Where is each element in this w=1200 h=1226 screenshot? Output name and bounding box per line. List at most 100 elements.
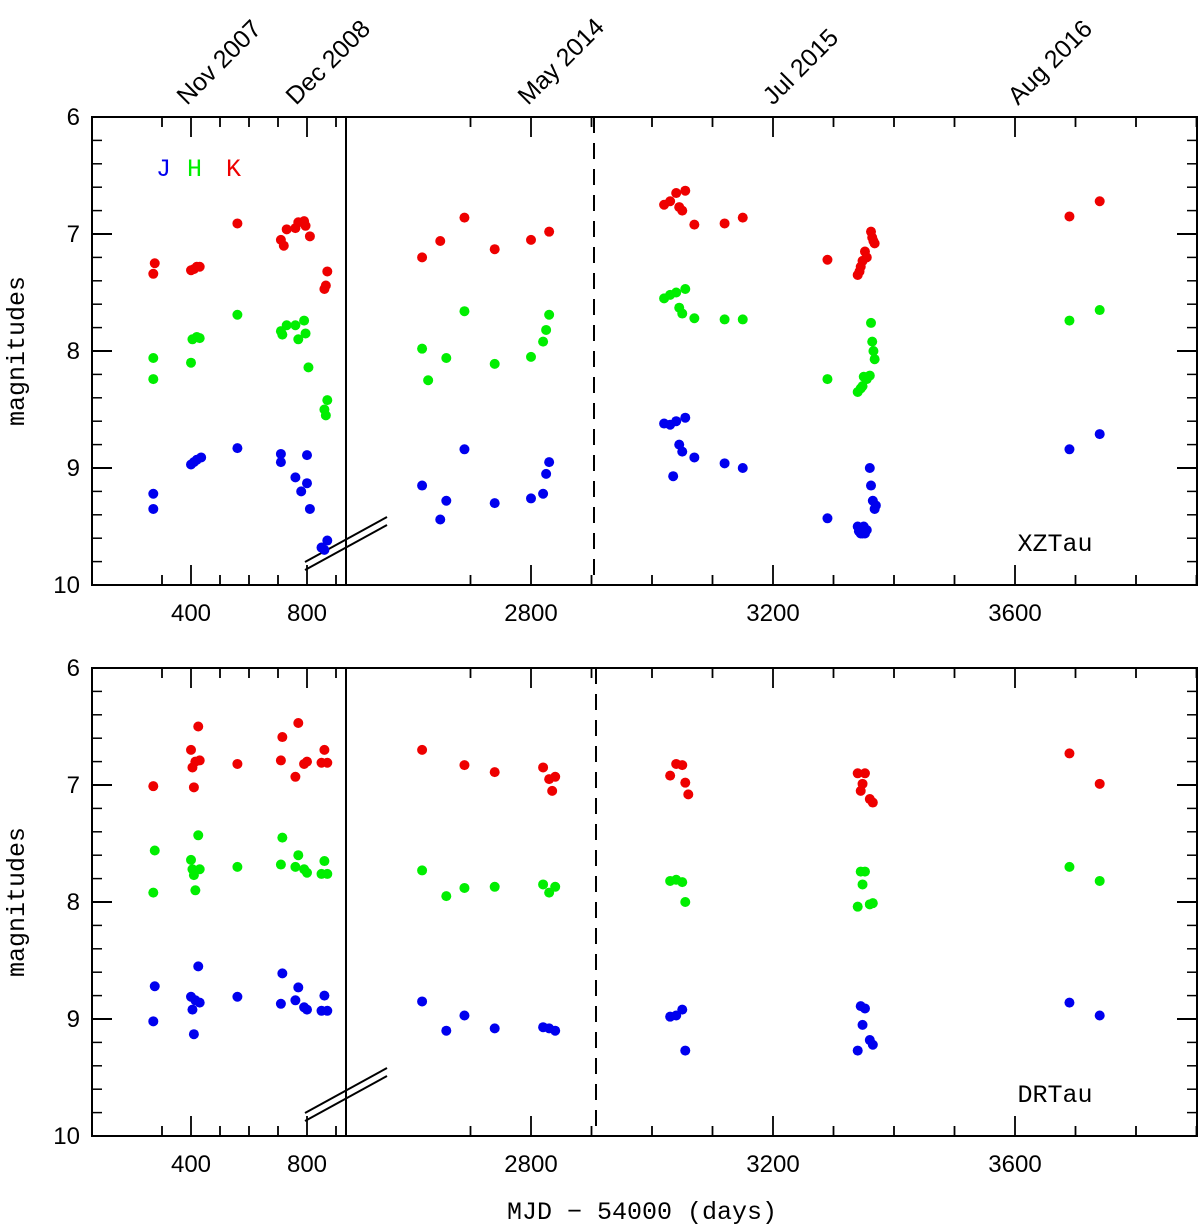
data-point-h [867, 898, 878, 909]
data-point-k [148, 781, 159, 792]
data-point-j [526, 493, 536, 504]
y-tick-label: 10 [53, 572, 80, 599]
data-point-k [194, 261, 205, 272]
data-point-j [296, 486, 307, 497]
date-label-jul-2015: Jul 2015 [757, 24, 844, 111]
x-axis-title: MJD − 54000 (days) [507, 1198, 777, 1226]
date-label-dec-2008: Dec 2008 [280, 15, 375, 110]
data-point-k [677, 205, 688, 216]
data-point-k [194, 755, 205, 766]
data-point-h [194, 864, 205, 875]
data-point-h [459, 882, 470, 893]
data-point-h [544, 309, 555, 320]
data-point-k [293, 717, 304, 728]
data-point-k [275, 755, 286, 766]
data-point-j [275, 448, 286, 459]
data-point-j [1094, 1010, 1105, 1021]
data-point-h [1094, 875, 1105, 886]
legend-j: J [156, 155, 171, 184]
data-point-j [1064, 997, 1075, 1008]
data-point-k [417, 252, 428, 263]
data-point-j [275, 998, 286, 1009]
series-j [148, 961, 1105, 1056]
data-point-j [864, 463, 875, 473]
data-point-j [319, 544, 330, 555]
data-point-k [278, 240, 289, 251]
date-label-nov-2007: Nov 2007 [171, 15, 266, 110]
data-point-j [435, 514, 446, 525]
x-tick-label: 3600 [988, 600, 1041, 627]
data-point-h [302, 867, 312, 878]
data-point-k [665, 770, 676, 781]
data-point-k [680, 185, 691, 196]
data-point-k [859, 768, 870, 779]
data-point-h [149, 845, 160, 856]
data-point-h [320, 410, 331, 421]
data-point-h [303, 362, 314, 373]
date-label-aug-2016: Aug 2016 [1002, 15, 1097, 110]
series-k [148, 185, 1105, 294]
data-point-h [186, 357, 196, 368]
data-point-h [866, 317, 877, 328]
data-point-k [547, 785, 558, 796]
data-point-k [1094, 778, 1105, 789]
data-point-k [232, 758, 243, 769]
panel-drtau: 6 7 8 9 10 400 800 2800 3200 3600 magnitudes DRTau [3, 655, 1198, 1178]
x-tick-label: 3200 [746, 600, 799, 627]
data-point-j [1064, 444, 1075, 455]
data-point-j [680, 412, 691, 423]
data-point-j [322, 535, 333, 546]
break-mark [304, 516, 388, 563]
data-point-h [148, 374, 159, 385]
y-axis-title: magnitudes [3, 276, 32, 426]
data-point-k [550, 771, 561, 782]
data-point-j [544, 457, 555, 468]
data-point-j [319, 990, 330, 1001]
data-point-j [489, 1023, 500, 1034]
data-point-h [281, 320, 292, 331]
y-tick-label: 9 [67, 1006, 80, 1033]
data-point-k [1064, 748, 1075, 759]
data-point-k [188, 782, 199, 793]
data-point-j [275, 457, 286, 468]
data-point-h [677, 877, 688, 888]
data-point-h [1094, 305, 1105, 316]
date-label-may-2014: May 2014 [512, 13, 610, 111]
y-tick-label: 6 [67, 104, 80, 131]
data-point-h [193, 830, 204, 841]
y-tick-label: 7 [67, 221, 80, 248]
x-tick-label: 2800 [504, 600, 557, 627]
data-point-j [290, 472, 301, 483]
star-label: XZTau [1017, 530, 1092, 559]
data-point-k [459, 212, 470, 223]
data-point-k [867, 797, 878, 808]
data-point-j [149, 981, 160, 992]
data-point-k [538, 762, 549, 773]
data-point-h [441, 891, 452, 902]
break-mark [304, 1075, 388, 1122]
data-point-k [417, 744, 428, 755]
data-point-h [293, 850, 304, 861]
data-point-j [538, 488, 549, 499]
data-point-j [677, 1004, 688, 1015]
data-point-k [852, 768, 863, 779]
data-point-h [719, 314, 730, 325]
x-tick-label: 3200 [746, 1151, 799, 1178]
data-point-j [541, 468, 552, 479]
data-point-h [680, 897, 691, 907]
data-point-j [417, 996, 428, 1007]
plot-frame [91, 116, 1198, 586]
data-point-k [737, 212, 748, 223]
data-point-h [232, 861, 243, 872]
data-point-k [861, 252, 872, 263]
data-point-h [822, 374, 833, 385]
data-point-j [866, 480, 877, 491]
star-label: DRTau [1017, 1081, 1092, 1110]
data-point-h [1064, 861, 1075, 872]
top-date-labels: Nov 2007 Dec 2008 May 2014 Jul 2015 Aug … [171, 13, 1097, 111]
data-point-j [196, 452, 207, 463]
legend-h: H [187, 155, 202, 184]
data-point-j [861, 525, 872, 536]
data-point-k [186, 744, 196, 755]
